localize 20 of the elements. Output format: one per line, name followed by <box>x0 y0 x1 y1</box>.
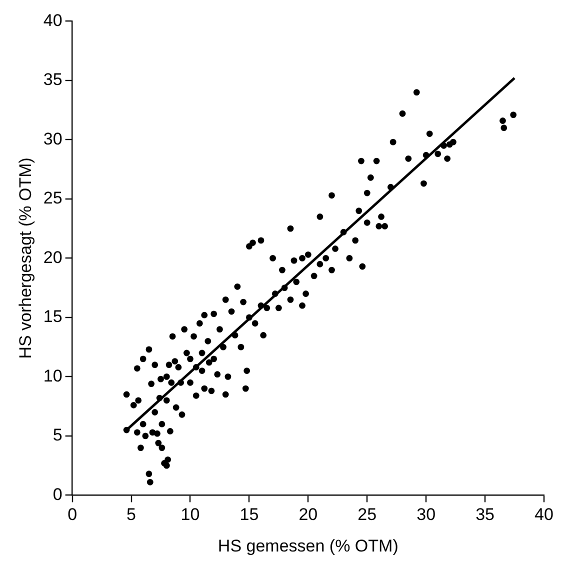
x-tick-label: 30 <box>416 505 436 524</box>
x-tick-label: 25 <box>358 505 377 524</box>
x-tick-label: 0 <box>68 505 78 524</box>
y-axis-title: HS vorhergesagt (% OTM) <box>16 158 35 359</box>
y-tick-label: 25 <box>43 188 62 208</box>
x-tick-label: 20 <box>298 505 318 524</box>
y-tick-label: 10 <box>43 366 62 386</box>
y-tick-label: 5 <box>52 426 62 445</box>
y-tick-label: 40 <box>43 10 62 30</box>
y-tick-label: 35 <box>43 70 62 90</box>
y-tick-label: 15 <box>43 307 62 326</box>
y-tick-label: 20 <box>43 248 62 267</box>
y-tick-label: 0 <box>52 484 62 504</box>
x-tick-label: 35 <box>476 505 494 524</box>
y-tick-label: 30 <box>43 129 62 148</box>
x-axis-title: HS gemessen (% OTM) <box>218 536 398 556</box>
x-tick-label: 10 <box>180 505 200 524</box>
x-tick-label: 5 <box>126 505 136 524</box>
x-tick-label: 40 <box>534 505 554 524</box>
x-tick-label: 15 <box>240 505 259 524</box>
